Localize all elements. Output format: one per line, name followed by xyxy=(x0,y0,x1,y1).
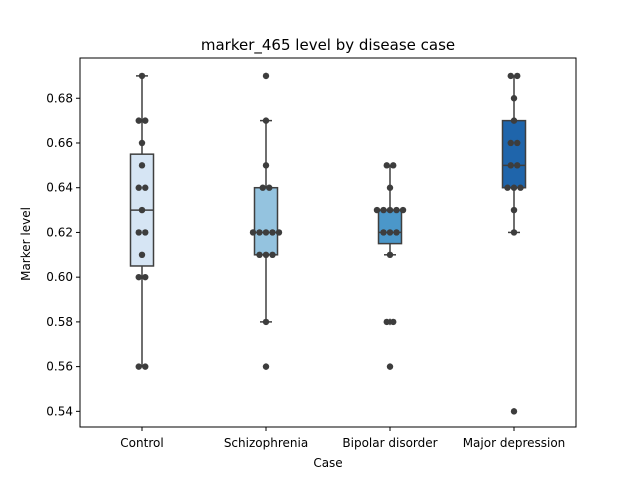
box-group-major-depression xyxy=(501,72,527,415)
data-point xyxy=(262,162,270,169)
data-point xyxy=(510,184,518,191)
data-point xyxy=(142,117,149,124)
data-point xyxy=(269,251,276,258)
data-point xyxy=(510,229,518,236)
data-point xyxy=(393,229,400,236)
data-point xyxy=(262,72,270,80)
data-point xyxy=(262,229,270,236)
box-group-control xyxy=(129,72,155,370)
data-point xyxy=(517,184,524,191)
y-tick-label: 0.62 xyxy=(46,225,73,239)
data-point xyxy=(383,318,390,326)
y-tick-label: 0.68 xyxy=(46,91,73,105)
data-point xyxy=(135,184,142,191)
data-point xyxy=(393,206,400,214)
y-tick-label: 0.56 xyxy=(46,360,73,374)
x-tick-label: Major depression xyxy=(463,436,566,450)
data-point xyxy=(259,184,266,191)
data-point xyxy=(256,251,263,258)
data-point xyxy=(386,184,394,191)
data-point xyxy=(138,251,146,258)
data-point xyxy=(514,162,521,169)
box-group-schizophrenia xyxy=(249,72,283,371)
data-point xyxy=(386,363,394,370)
data-point xyxy=(386,229,394,236)
data-point xyxy=(399,206,407,214)
box xyxy=(377,209,403,245)
y-tick-label: 0.54 xyxy=(46,404,73,418)
data-point xyxy=(510,117,518,124)
data-point xyxy=(275,229,283,236)
y-tick-label: 0.60 xyxy=(46,270,73,284)
data-point xyxy=(514,72,521,80)
data-point xyxy=(504,184,511,191)
data-point xyxy=(386,206,394,214)
x-tick-label: Control xyxy=(120,436,163,450)
data-point xyxy=(249,229,257,236)
box-group-bipolar-disorder xyxy=(373,162,407,371)
data-point xyxy=(262,117,270,124)
data-point xyxy=(380,206,387,214)
data-point xyxy=(507,72,514,80)
data-point xyxy=(142,363,149,370)
plot-frame xyxy=(79,57,577,428)
data-point xyxy=(142,184,149,191)
data-point xyxy=(142,229,149,236)
data-point xyxy=(138,139,146,147)
data-point xyxy=(138,206,146,214)
y-tick-label: 0.66 xyxy=(46,136,73,150)
data-point xyxy=(262,318,270,326)
data-point xyxy=(262,363,270,370)
y-tick-label: 0.58 xyxy=(46,315,73,329)
data-point xyxy=(262,251,270,258)
data-point xyxy=(390,162,397,169)
data-point xyxy=(510,95,518,102)
data-point xyxy=(256,229,263,236)
data-point xyxy=(380,229,387,236)
data-point xyxy=(135,273,142,281)
x-axis-label: Case xyxy=(313,456,342,470)
x-tick-label: Bipolar disorder xyxy=(342,436,437,450)
data-point xyxy=(135,229,142,236)
data-point xyxy=(386,251,394,258)
chart-title: marker_465 level by disease case xyxy=(201,36,455,55)
data-point xyxy=(514,139,521,147)
data-point xyxy=(507,139,514,147)
data-point xyxy=(135,363,142,370)
x-tick-label: Schizophrenia xyxy=(224,436,308,450)
data-point xyxy=(510,206,518,214)
data-point xyxy=(383,162,390,169)
data-point xyxy=(390,318,397,326)
box xyxy=(253,186,279,256)
data-point xyxy=(507,162,514,169)
data-point xyxy=(138,72,146,80)
data-point xyxy=(266,184,273,191)
data-point xyxy=(135,117,142,124)
data-point xyxy=(510,408,518,415)
y-tick-label: 0.64 xyxy=(46,181,73,195)
data-point xyxy=(269,229,276,236)
box xyxy=(501,119,527,189)
y-axis-label: Marker level xyxy=(19,207,33,281)
data-point xyxy=(142,273,149,281)
data-point xyxy=(138,162,146,169)
data-point xyxy=(373,206,381,214)
